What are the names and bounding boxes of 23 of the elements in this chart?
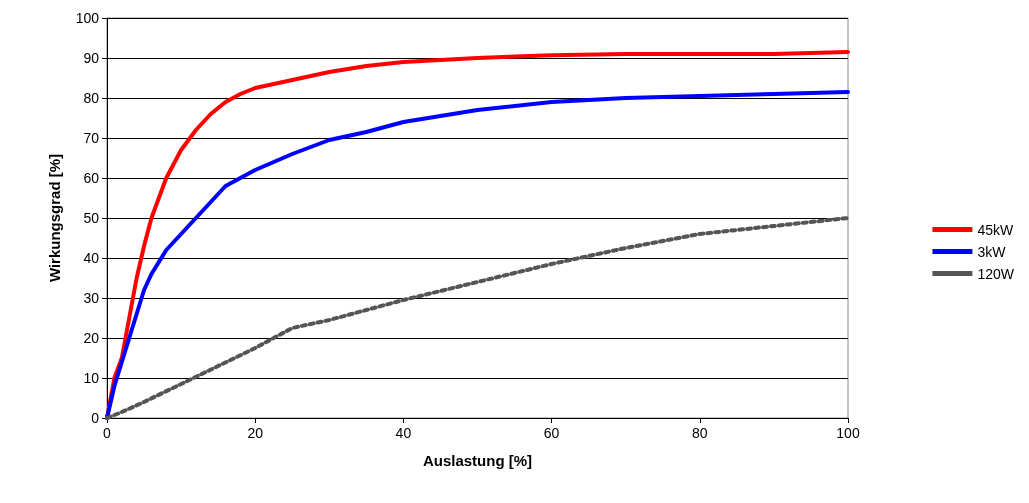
x-tick-label: 80 bbox=[692, 425, 708, 441]
y-tick-label: 70 bbox=[83, 130, 100, 146]
x-tick-label: 0 bbox=[103, 425, 112, 441]
y-tick-label: 100 bbox=[75, 10, 100, 26]
y-tick-label: 60 bbox=[83, 170, 100, 186]
line-series bbox=[105, 216, 850, 420]
y-tick-label: 40 bbox=[83, 250, 100, 266]
x-tick-label: 20 bbox=[247, 425, 264, 441]
x-tick-label: 60 bbox=[543, 425, 560, 441]
y-tick-label: 20 bbox=[83, 330, 100, 346]
y-tick-label: 50 bbox=[83, 210, 100, 226]
x-tick-label: 100 bbox=[836, 425, 860, 441]
x-axis-title: Auslastung [%] bbox=[422, 452, 533, 469]
y-axis-title: Wirkungsgrad [%] bbox=[46, 153, 63, 283]
y-tick-label: 90 bbox=[83, 50, 100, 66]
x-tick-label: 40 bbox=[395, 425, 412, 441]
y-tick-label: 10 bbox=[83, 370, 100, 386]
y-tick-label: 30 bbox=[83, 290, 100, 306]
legend-label: 45kW bbox=[977, 221, 1014, 238]
y-tick-label: 80 bbox=[83, 90, 100, 106]
legend-label: 3kW bbox=[977, 243, 1007, 260]
legend-label: 120W bbox=[977, 265, 1015, 282]
y-tick-label: 0 bbox=[91, 410, 100, 426]
